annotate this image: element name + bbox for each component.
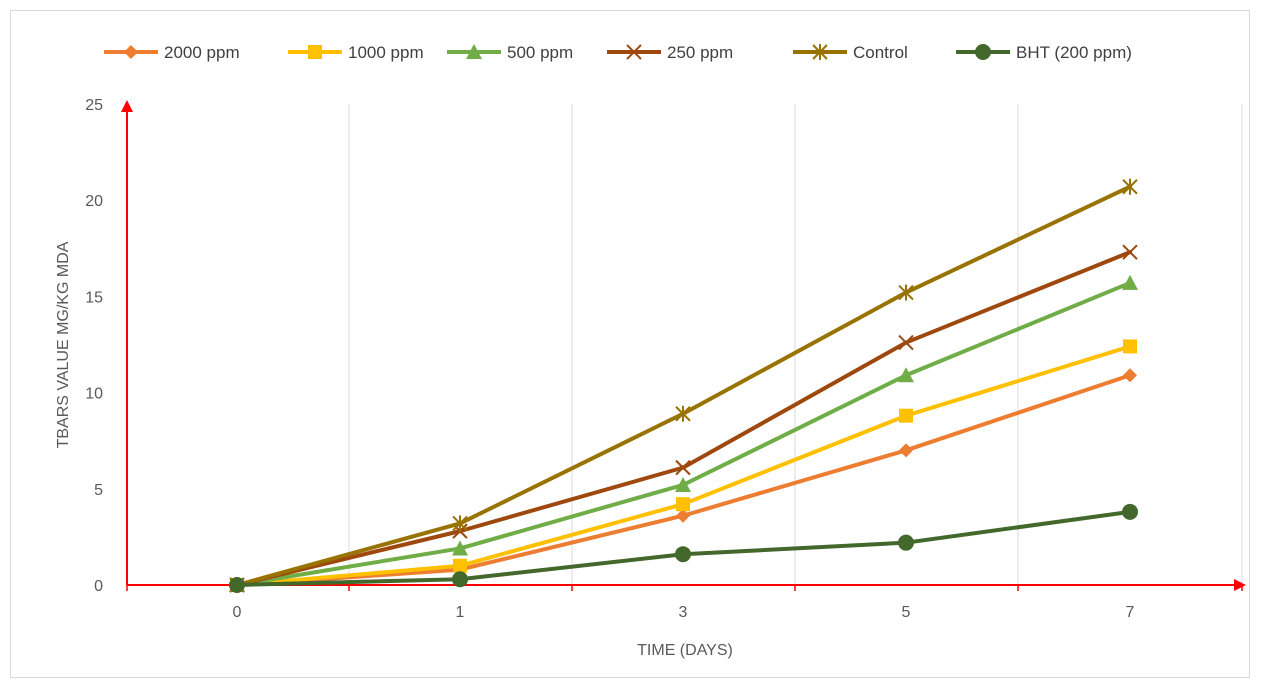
legend-label-bht-200-ppm: BHT (200 ppm) [1016,43,1132,62]
y-tick-label-0: 0 [94,578,103,595]
legend-marker-1000-ppm [308,45,322,59]
legend-marker-control [812,44,828,60]
data-point-bht-200-ppm-0 [229,577,245,593]
data-point-250-ppm-2 [675,459,691,476]
y-axis-title: TBARS VALUE MG/KG MDA [55,241,72,448]
data-point-500-ppm-1 [452,540,468,556]
x-tick-label-1: 1 [456,604,465,621]
legend-marker-bht-200-ppm [975,44,991,60]
legend-label-250-ppm: 250 ppm [667,43,733,62]
x-tick-label-4: 7 [1126,604,1135,621]
data-point-500-ppm-4 [1122,274,1138,290]
data-point-bht-200-ppm-2 [675,546,691,563]
legend-label-control: Control [853,43,908,62]
legend-marker-2000-ppm [124,45,138,59]
data-point-500-ppm-3 [898,367,914,383]
data-point-250-ppm-4 [1122,244,1138,260]
data-point-250-ppm-3 [898,334,914,351]
legend-marker-500-ppm [466,44,482,59]
y-tick-label-5: 25 [85,97,103,114]
legend-label-500-ppm: 500 ppm [507,43,573,62]
data-point-500-ppm-2 [675,476,691,492]
x-tick-label-0: 0 [233,604,242,621]
data-point-bht-200-ppm-3 [898,534,914,551]
x-tick-label-3: 5 [902,604,911,621]
legend-label-2000-ppm: 2000 ppm [164,43,240,62]
data-point-2000-ppm-2 [676,508,690,523]
x-axis-arrow-icon [1234,579,1246,591]
data-point-control-4 [1122,178,1138,195]
series-line-500-ppm [235,280,1132,587]
data-point-1000-ppm-1 [453,558,467,573]
x-tick-label-2: 3 [679,604,688,621]
legend-marker-250-ppm [626,44,642,60]
data-point-control-1 [452,515,468,532]
data-point-control-2 [675,405,691,422]
chart-frame [10,10,1250,678]
y-tick-label-2: 10 [85,386,103,403]
x-axis-title: TIME (DAYS) [637,642,733,659]
y-tick-label-3: 15 [85,289,103,306]
y-axis-arrow-icon [121,100,133,112]
data-point-1000-ppm-3 [899,408,913,423]
data-point-2000-ppm-3 [899,443,913,458]
y-tick-label-1: 5 [94,482,103,499]
data-point-bht-200-ppm-4 [1122,503,1138,520]
legend-label-1000-ppm: 1000 ppm [348,43,424,62]
y-tick-label-4: 20 [85,193,103,210]
data-point-control-3 [898,284,914,301]
data-point-bht-200-ppm-1 [452,571,468,588]
data-point-1000-ppm-4 [1123,339,1137,354]
data-point-2000-ppm-4 [1123,368,1137,383]
data-point-1000-ppm-2 [676,497,690,512]
